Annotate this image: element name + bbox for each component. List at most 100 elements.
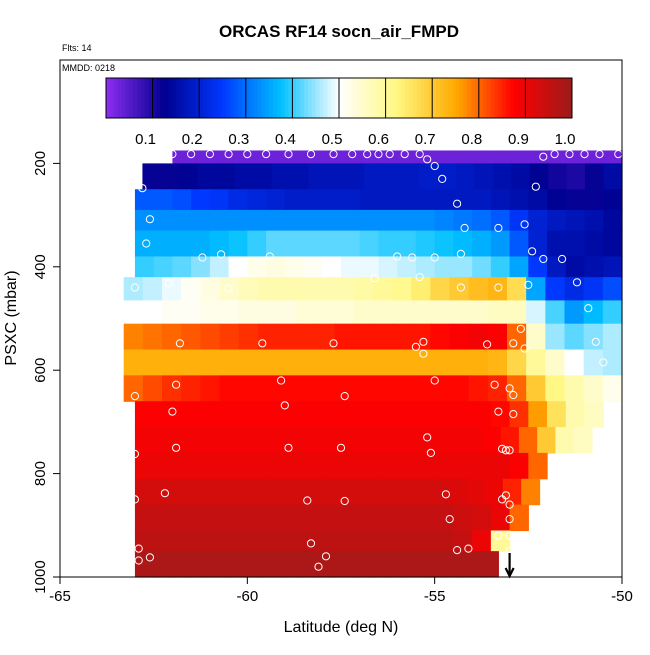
colorbar-segment: [521, 78, 526, 118]
observation-marker: [505, 500, 514, 509]
heatmap-cell: [604, 150, 623, 164]
heatmap-cell: [226, 427, 246, 454]
colorbar-segment: [346, 78, 352, 118]
heatmap-cell: [392, 277, 412, 301]
heatmap-cell: [247, 401, 267, 428]
colorbar-segment: [249, 78, 255, 118]
colorbar-segment: [463, 78, 468, 118]
heatmap-cell: [123, 300, 144, 325]
heatmap-cell: [266, 401, 286, 428]
colorbar-segment: [206, 78, 212, 118]
x-tick-label: -65: [49, 588, 71, 605]
heatmap-cell: [334, 551, 354, 578]
heatmap-cell: [334, 323, 355, 351]
colorbar-segment: [498, 78, 503, 118]
colorbar-segment: [121, 78, 126, 118]
heatmap-cell: [372, 300, 393, 325]
y-tick-label: 200: [32, 151, 49, 176]
heatmap-cell: [142, 277, 163, 301]
heatmap-cell: [322, 189, 342, 211]
heatmap-cell: [316, 551, 336, 578]
colorbar-segment: [401, 78, 406, 118]
heatmap-cell: [415, 256, 436, 278]
colorbar-segment: [385, 78, 390, 118]
heatmap-cell: [453, 256, 473, 278]
heatmap-cell: [315, 300, 336, 325]
heatmap-cell: [296, 300, 316, 325]
heatmap-cell: [134, 209, 155, 232]
heatmap-cell: [284, 256, 305, 278]
heatmap-cell: [397, 401, 417, 428]
heatmap-cell: [453, 504, 473, 532]
heatmap-cell: [449, 150, 467, 164]
observation-marker: [172, 380, 181, 389]
x-tick-label: -55: [424, 588, 446, 605]
heatmap-cell: [565, 256, 586, 278]
heatmap-cell: [482, 427, 502, 454]
heatmap-cell: [298, 551, 318, 578]
heatmap-cell: [303, 256, 323, 278]
observation-marker: [160, 489, 169, 498]
heatmap-cell: [359, 530, 380, 552]
heatmap-cell: [244, 427, 264, 454]
heatmap-cell: [247, 189, 267, 211]
heatmap-cell: [429, 478, 449, 506]
heatmap-cell: [341, 452, 361, 480]
heatmap-cell: [322, 230, 342, 258]
heatmap-cell: [472, 189, 492, 211]
colorbar-segment: [389, 78, 394, 118]
colorbar-tick-label: 0.4: [275, 131, 296, 148]
heatmap-cell: [362, 150, 381, 164]
colorbar-segment: [168, 78, 173, 118]
x-axis: -65 -60 -55 -50: [49, 576, 633, 605]
heatmap-cell: [191, 256, 211, 278]
heatmap-cell: [449, 277, 470, 301]
heatmap-cell: [409, 427, 429, 454]
observation-marker: [415, 273, 424, 282]
heatmap-cell: [181, 300, 201, 325]
colorbar-segment: [428, 78, 433, 118]
heatmap-cell: [191, 189, 211, 211]
heatmap-cell: [472, 530, 492, 552]
colorbar-segment: [482, 78, 488, 118]
observation-marker: [520, 220, 529, 229]
heatmap-cell: [507, 323, 527, 351]
colorbar-segment: [230, 78, 235, 118]
heatmap-cell: [200, 375, 221, 402]
heatmap-cell: [247, 452, 267, 480]
colorbar-segment: [175, 78, 181, 118]
colorbar-segment: [319, 78, 324, 118]
heatmap-cell: [449, 375, 470, 402]
colorbar-segment: [140, 78, 146, 118]
heatmap-cell: [334, 349, 355, 376]
observation-marker: [258, 339, 267, 348]
colorbar-tick-label: 0.2: [182, 131, 203, 148]
heatmap-cell: [181, 349, 201, 376]
heatmap-cell: [134, 504, 155, 532]
heatmap-cell: [565, 401, 586, 428]
heatmap-cell: [526, 323, 546, 351]
colorbar-segment: [393, 78, 398, 118]
heatmap-cell: [334, 300, 355, 325]
heatmap-cell: [410, 478, 430, 506]
heatmap-cell: [378, 401, 398, 428]
heatmap-cell: [134, 256, 155, 278]
heatmap-cell: [564, 349, 585, 376]
heatmap-cell: [225, 551, 245, 578]
colorbar-segment: [537, 78, 542, 118]
heatmap-cell: [584, 230, 604, 258]
observation-marker: [524, 280, 533, 289]
observation-marker: [528, 247, 537, 256]
heatmap-cell: [526, 277, 546, 301]
observation-marker: [306, 150, 316, 159]
observation-marker: [501, 446, 510, 455]
heatmap-cell: [322, 256, 342, 278]
colorbar-tick-label: 0.8: [461, 131, 482, 148]
colorbar-segment: [377, 78, 383, 118]
heatmap-cell: [434, 209, 454, 232]
observation-marker: [393, 252, 402, 261]
flights-note: Flts: 14: [62, 43, 92, 53]
heatmap-cell: [407, 551, 427, 578]
heatmap-cell: [296, 349, 316, 376]
heatmap-cell: [296, 277, 316, 301]
